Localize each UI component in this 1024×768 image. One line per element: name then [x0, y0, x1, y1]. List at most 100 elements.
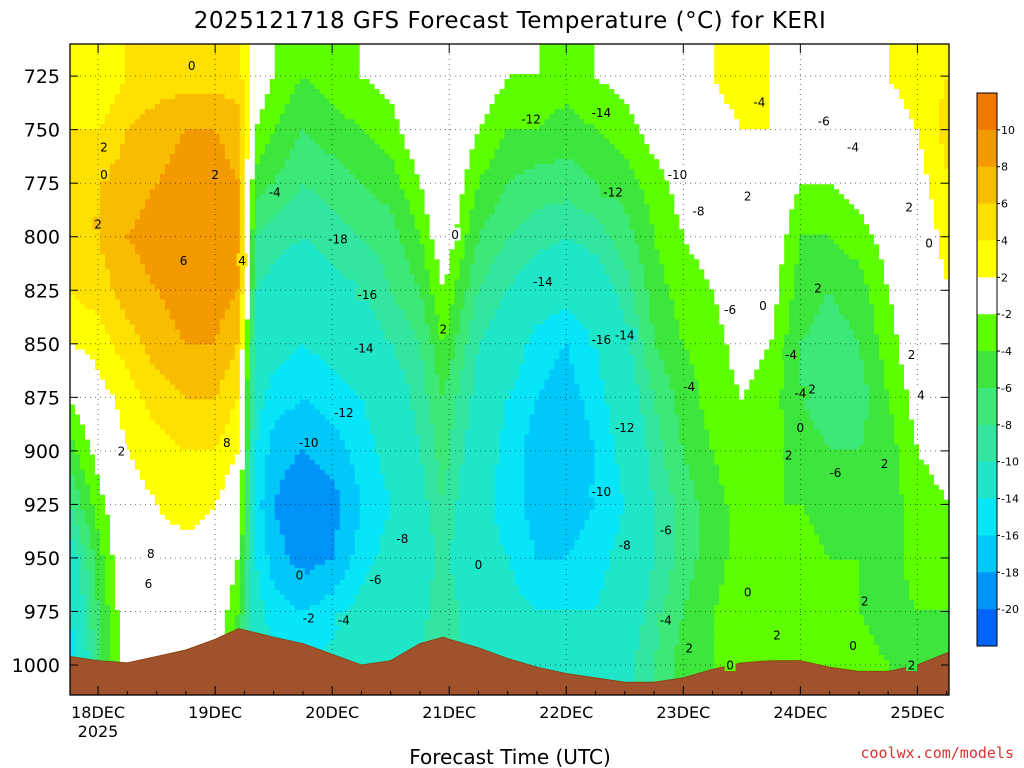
- field-cell: [135, 585, 141, 591]
- field-cell: [135, 620, 141, 626]
- field-cell: [100, 485, 106, 491]
- field-cell: [120, 109, 126, 115]
- field-cell: [95, 194, 101, 200]
- field-cell: [115, 595, 121, 601]
- field-cell: [120, 595, 126, 601]
- field-cell: [100, 269, 106, 275]
- field-cell: [90, 189, 96, 195]
- field-cell: [115, 505, 121, 511]
- field-cell: [70, 590, 76, 596]
- field-cell: [70, 259, 76, 265]
- field-cell: [105, 620, 111, 626]
- field-cell: [135, 535, 141, 541]
- field-cell: [110, 485, 116, 491]
- field-cell: [140, 194, 146, 200]
- field-cell: [80, 329, 86, 335]
- field-cell: [145, 495, 151, 501]
- temperature-field: [70, 44, 950, 696]
- field-cell: [140, 239, 146, 245]
- field-cell: [80, 219, 86, 225]
- field-cell: [85, 244, 91, 250]
- field-cell: [90, 535, 96, 541]
- field-cell: [80, 460, 86, 466]
- field-cell: [130, 600, 136, 606]
- field-cell: [120, 600, 126, 606]
- field-cell: [75, 69, 81, 75]
- field-cell: [100, 515, 106, 521]
- field-cell: [105, 495, 111, 501]
- field-cell: [145, 109, 151, 115]
- field-cell: [75, 640, 81, 646]
- field-cell: [115, 104, 121, 110]
- field-cell: [140, 99, 146, 105]
- field-cell: [130, 149, 136, 155]
- field-cell: [120, 380, 126, 386]
- field-cell: [70, 630, 76, 636]
- field-cell: [75, 510, 81, 516]
- field-cell: [140, 359, 146, 365]
- field-cell: [85, 645, 91, 651]
- field-cell: [115, 465, 121, 471]
- field-cell: [90, 109, 96, 115]
- field-cell: [80, 510, 86, 516]
- field-cell: [85, 490, 91, 496]
- field-cell: [145, 119, 151, 125]
- field-cell: [140, 470, 146, 476]
- field-cell: [85, 329, 91, 335]
- field-cell: [80, 44, 86, 50]
- field-cell: [125, 505, 131, 511]
- field-cell: [145, 59, 151, 65]
- field-cell: [75, 635, 81, 641]
- field-cell: [75, 139, 81, 145]
- field-cell: [140, 349, 146, 355]
- field-cell: [135, 460, 141, 466]
- field-cell: [80, 144, 86, 150]
- field-cell: [85, 430, 91, 436]
- field-cell: [80, 359, 86, 365]
- field-cell: [140, 480, 146, 486]
- field-cell: [135, 445, 141, 451]
- field-cell: [110, 264, 116, 270]
- field-cell: [115, 349, 121, 355]
- field-cell: [110, 540, 116, 546]
- field-cell: [110, 625, 116, 631]
- field-cell: [145, 264, 151, 270]
- field-cell: [115, 540, 121, 546]
- field-cell: [130, 274, 136, 280]
- field-cell: [140, 109, 146, 115]
- field-cell: [135, 650, 141, 656]
- field-cell: [135, 405, 141, 411]
- field-cell: [100, 565, 106, 571]
- field-cell: [80, 485, 86, 491]
- field-cell: [105, 575, 111, 581]
- field-cell: [80, 194, 86, 200]
- field-cell: [80, 530, 86, 536]
- field-cell: [100, 109, 106, 115]
- field-cell: [130, 89, 136, 95]
- field-cell: [125, 349, 131, 355]
- field-cell: [110, 364, 116, 370]
- field-cell: [100, 44, 106, 50]
- field-cell: [105, 324, 111, 330]
- field-cell: [90, 329, 96, 335]
- field-cell: [90, 490, 96, 496]
- field-cell: [115, 580, 121, 586]
- field-cell: [110, 570, 116, 576]
- field-cell: [120, 505, 126, 511]
- field-cell: [115, 585, 121, 591]
- field-cell: [130, 370, 136, 376]
- chart-title: 2025121718 GFS Forecast Temperature (°C)…: [194, 8, 826, 34]
- field-cell: [110, 430, 116, 436]
- field-cell: [110, 655, 116, 661]
- field-cell: [85, 344, 91, 350]
- field-cell: [125, 194, 131, 200]
- field-cell: [135, 525, 141, 531]
- field-cell: [100, 530, 106, 536]
- field-cell: [85, 435, 91, 441]
- field-cell: [115, 284, 121, 290]
- field-cell: [105, 274, 111, 280]
- field-cell: [140, 74, 146, 80]
- field-cell: [120, 655, 126, 661]
- field-cell: [110, 299, 116, 305]
- field-cell: [80, 319, 86, 325]
